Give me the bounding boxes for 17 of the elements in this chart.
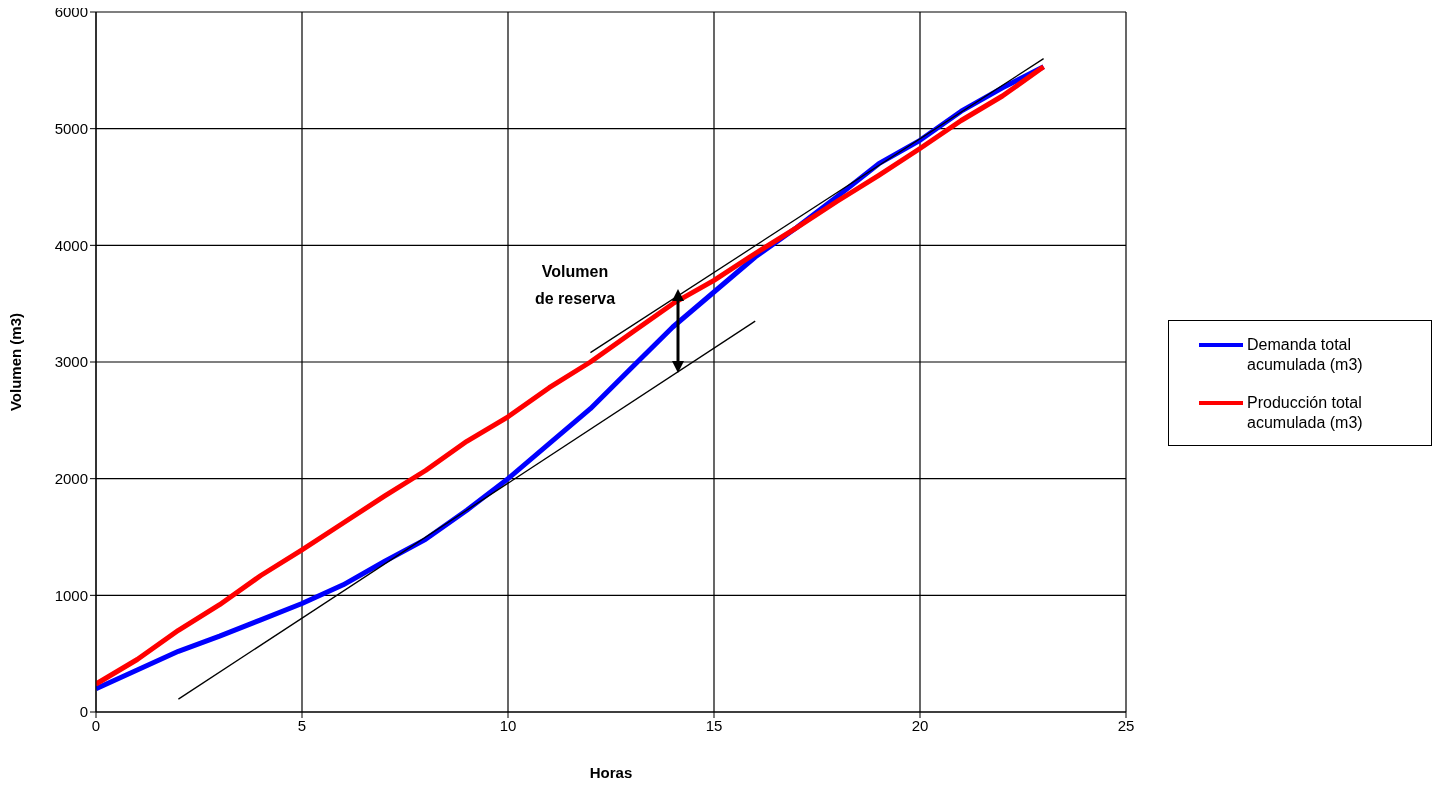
x-tick-label: 25 — [1117, 716, 1135, 734]
y-tick-label: 4000 — [54, 236, 88, 254]
legend-label: Producción total acumulada (m3) — [1247, 393, 1364, 433]
x-tick-label: 0 — [91, 716, 101, 734]
y-tick-label: 2000 — [54, 469, 88, 487]
annotation: Volumen de reserva — [533, 262, 617, 309]
legend-label: Demanda total acumulada (m3) — [1247, 335, 1364, 375]
x-tick-label: 5 — [297, 716, 307, 734]
x-axis-title: Horas — [589, 764, 633, 781]
x-tick-label: 15 — [705, 716, 723, 734]
y-axis-title: Volumen (m3) — [7, 312, 25, 412]
y-tick-label: 3000 — [54, 353, 88, 371]
y-tick-label: 1000 — [54, 586, 88, 604]
y-tick-label: 0 — [79, 703, 88, 721]
y-tick-label: 5000 — [54, 119, 88, 137]
x-tick-label: 10 — [499, 716, 517, 734]
x-tick-label: 20 — [911, 716, 929, 734]
